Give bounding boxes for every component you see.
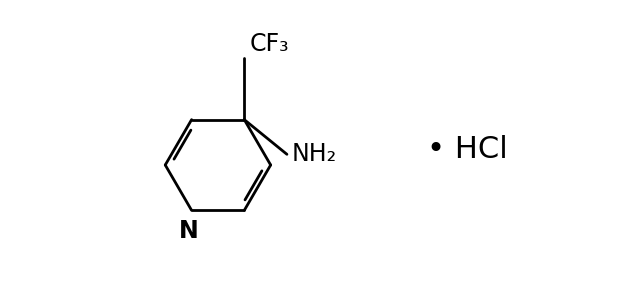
Text: NH₂: NH₂ — [292, 142, 337, 166]
Text: N: N — [179, 219, 199, 244]
Text: CF₃: CF₃ — [249, 32, 289, 56]
Text: • HCl: • HCl — [428, 135, 508, 165]
